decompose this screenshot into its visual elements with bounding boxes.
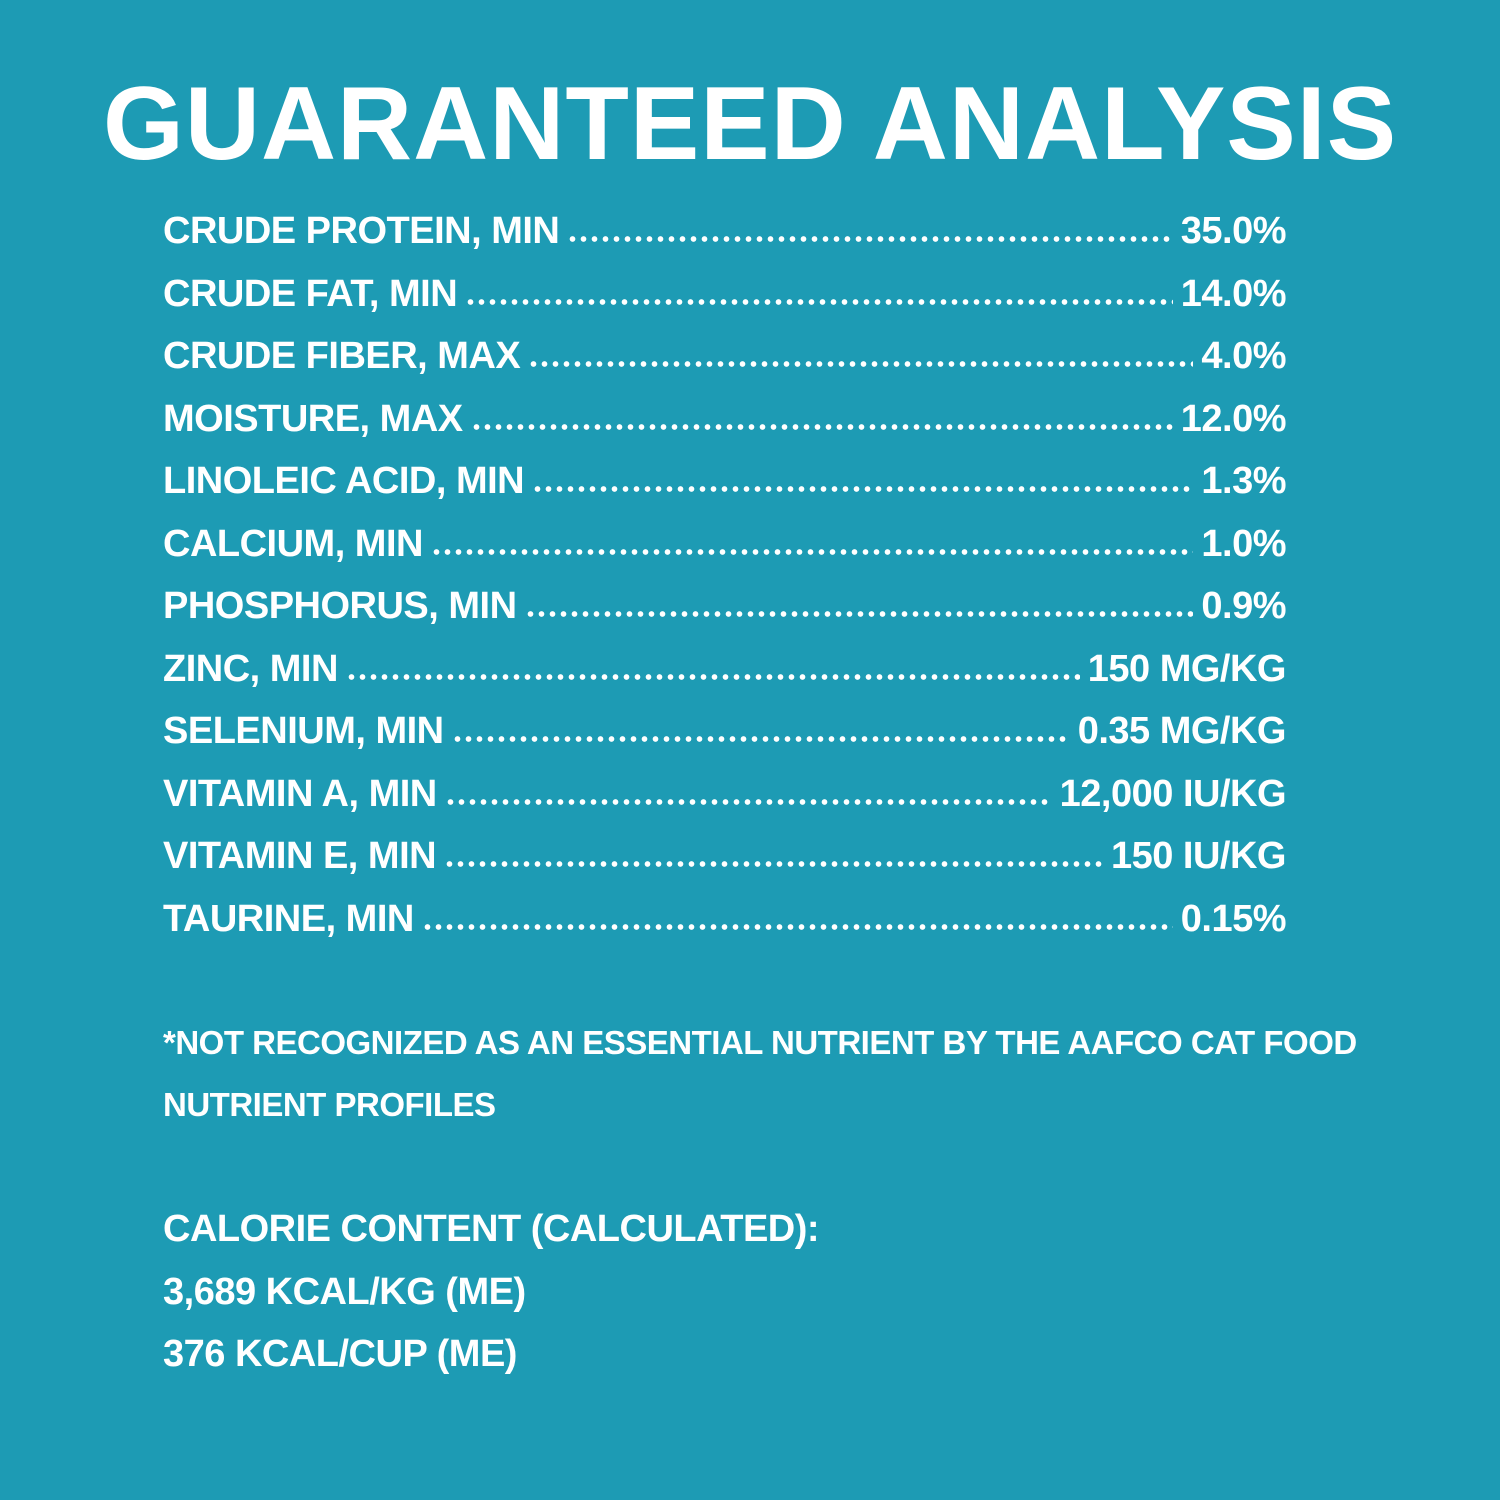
- calorie-content: CALORIE CONTENT (CALCULATED): 3,689 KCAL…: [163, 1198, 1063, 1386]
- nutrient-value: 12,000 IU/KG: [1059, 772, 1287, 815]
- analysis-row: CRUDE FIBER, MAX 4.0%: [163, 325, 1286, 388]
- dot-leader: [465, 297, 1173, 306]
- dot-leader: [528, 360, 1194, 368]
- dot-leader: [451, 735, 1070, 743]
- nutrient-label: CALCIUM, MIN: [163, 522, 423, 565]
- dot-leader: [345, 672, 1080, 681]
- nutrient-value: 1.0%: [1201, 522, 1286, 565]
- nutrient-label: VITAMIN A, MIN: [163, 772, 437, 815]
- nutrient-label: CRUDE PROTEIN, MIN: [163, 210, 560, 252]
- calorie-per-cup: 376 KCAL/CUP (ME): [163, 1333, 517, 1375]
- analysis-row: CRUDE FAT, MIN 14.0%: [163, 263, 1287, 326]
- dot-leader: [567, 235, 1173, 243]
- analysis-row: VITAMIN A, MIN 12,000 IU/KG: [163, 763, 1287, 826]
- page-title: GUARANTEED ANALYSIS: [102, 66, 1398, 182]
- nutrient-label: VITAMIN E, MIN: [163, 835, 437, 877]
- nutrient-value: 14.0%: [1180, 272, 1287, 315]
- nutrient-label: ZINC, MIN: [163, 647, 338, 690]
- nutrient-value: 35.0%: [1180, 210, 1287, 252]
- analysis-row: TAURINE, MIN 0.15%: [163, 888, 1287, 951]
- nutrient-value: 0.15%: [1180, 897, 1287, 940]
- calorie-heading: CALORIE CONTENT (CALCULATED):: [163, 1208, 820, 1250]
- analysis-row: LINOLEIC ACID, MIN 1.3%: [163, 450, 1286, 513]
- nutrient-value: 150 MG/KG: [1087, 647, 1287, 690]
- analysis-row: SELENIUM, MIN 0.35 MG/KG: [163, 700, 1287, 763]
- nutrient-label: TAURINE, MIN: [163, 897, 414, 940]
- nutrient-label: PHOSPHORUS, MIN: [163, 585, 517, 627]
- nutrient-label: MOISTURE, MAX: [163, 397, 463, 440]
- nutrient-label: LINOLEIC ACID, MIN: [163, 460, 525, 502]
- nutrient-value: 4.0%: [1201, 335, 1286, 377]
- footnote: *NOT RECOGNIZED AS AN ESSENTIAL NUTRIENT…: [163, 1012, 1363, 1136]
- nutrient-value: 0.9%: [1201, 585, 1286, 627]
- nutrient-label: SELENIUM, MIN: [163, 710, 444, 752]
- nutrient-value: 150 IU/KG: [1110, 835, 1287, 877]
- nutrient-value: 1.3%: [1201, 460, 1286, 502]
- dot-leader: [444, 860, 1103, 868]
- footnote-line: *NOT RECOGNIZED AS AN ESSENTIAL NUTRIENT…: [163, 1024, 1357, 1061]
- analysis-row: MOISTURE, MAX 12.0%: [163, 388, 1287, 451]
- analysis-row: ZINC, MIN 150 MG/KG: [163, 638, 1287, 701]
- footnote-line: NUTRIENT PROFILES: [163, 1086, 496, 1123]
- nutrient-value: 12.0%: [1180, 397, 1287, 440]
- analysis-row: CRUDE PROTEIN, MIN 35.0%: [163, 200, 1287, 263]
- analysis-table: CRUDE PROTEIN, MIN 35.0% CRUDE FAT, MIN 14.…: [163, 200, 1287, 951]
- dot-leader: [444, 797, 1052, 806]
- dot-leader: [430, 547, 1194, 556]
- calorie-per-kg: 3,689 KCAL/KG (ME): [163, 1270, 526, 1313]
- nutrient-value: 0.35 MG/KG: [1077, 710, 1287, 752]
- analysis-row: CALCIUM, MIN 1.0%: [163, 513, 1286, 576]
- dot-leader: [421, 922, 1173, 931]
- dot-leader: [532, 485, 1194, 493]
- nutrient-label: CRUDE FAT, MIN: [163, 272, 458, 315]
- analysis-row: VITAMIN E, MIN 150 IU/KG: [163, 825, 1287, 888]
- analysis-row: PHOSPHORUS, MIN 0.9%: [163, 575, 1286, 638]
- nutrient-label: CRUDE FIBER, MAX: [163, 335, 521, 377]
- dot-leader: [524, 610, 1194, 618]
- dot-leader: [470, 422, 1173, 431]
